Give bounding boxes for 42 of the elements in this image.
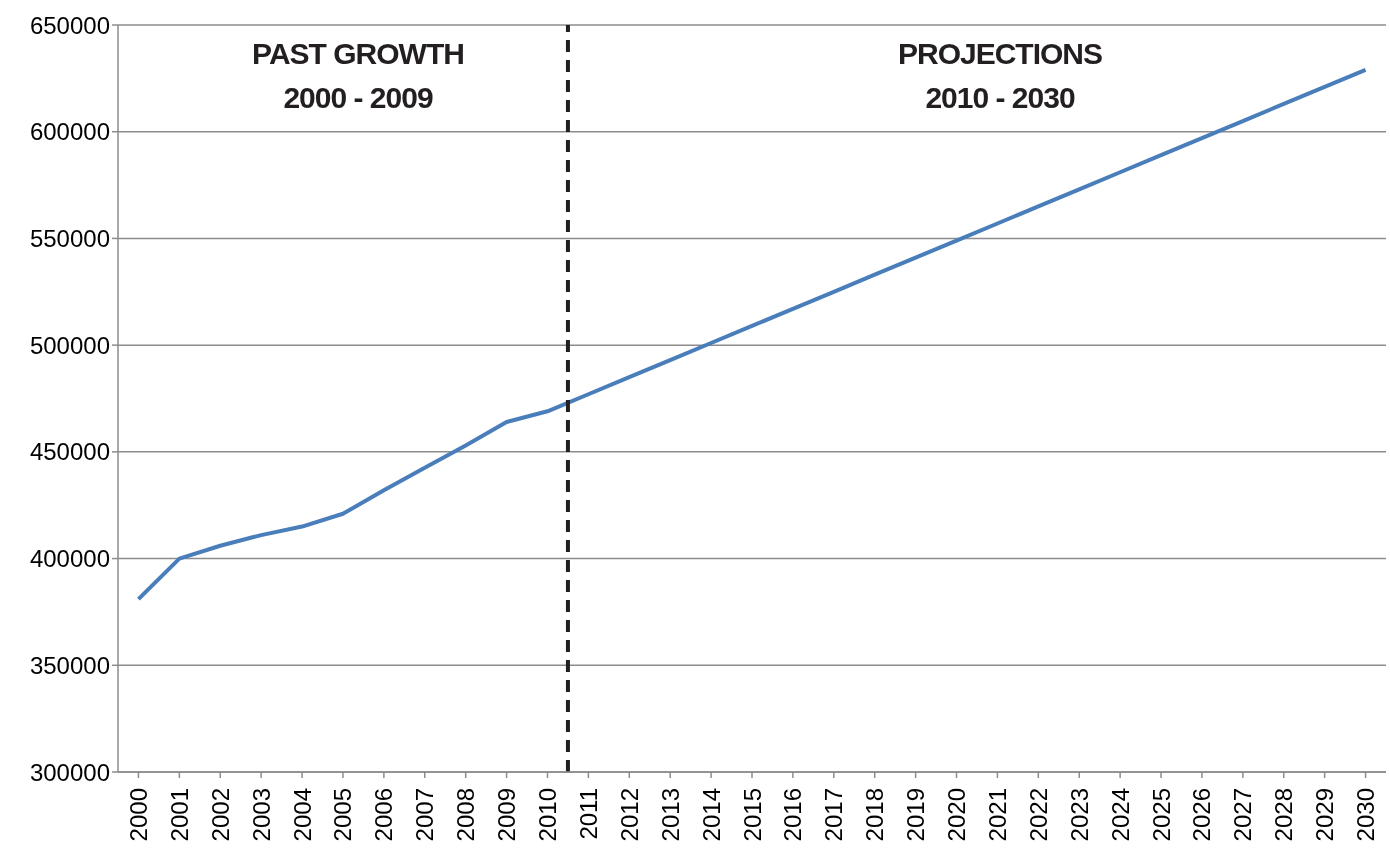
x-tick-label: 2014 bbox=[697, 788, 725, 842]
x-tick-label: 2016 bbox=[779, 788, 807, 842]
y-tick-label: 350000 bbox=[29, 651, 110, 679]
x-tick-label: 2026 bbox=[1188, 788, 1216, 842]
x-tick-label: 2005 bbox=[329, 788, 357, 842]
x-tick-label: 2006 bbox=[370, 788, 398, 842]
x-tick-label: 2008 bbox=[452, 788, 480, 842]
x-tick-label: 2002 bbox=[206, 788, 234, 842]
x-tick-label: 2000 bbox=[124, 788, 152, 842]
y-tick-label: 600000 bbox=[29, 118, 110, 146]
annotation: PROJECTIONS 2010 - 2030 bbox=[897, 36, 1103, 116]
x-tick-label: 2030 bbox=[1352, 788, 1380, 842]
x-tick-label: 2024 bbox=[1106, 788, 1134, 842]
y-tick-label: 500000 bbox=[29, 331, 110, 359]
x-tick-label: 2018 bbox=[861, 788, 889, 842]
x-tick-label: 2001 bbox=[165, 788, 193, 842]
x-tick-label: 2003 bbox=[247, 788, 275, 842]
x-tick-label: 2009 bbox=[493, 788, 521, 842]
y-tick-label: 550000 bbox=[29, 224, 110, 252]
annotation: PAST GROWTH 2000 - 2009 bbox=[252, 36, 464, 116]
x-tick-label: 2025 bbox=[1147, 788, 1175, 842]
x-tick-label: 2020 bbox=[943, 788, 971, 842]
x-tick-label: 2010 bbox=[533, 788, 561, 842]
y-tick-label: 650000 bbox=[29, 11, 110, 39]
x-tick-label: 2011 bbox=[574, 788, 602, 840]
line-series bbox=[136, 67, 1368, 602]
y-tick-label: 400000 bbox=[29, 545, 110, 573]
x-tick-label: 2019 bbox=[902, 788, 930, 842]
x-tick-label: 2013 bbox=[656, 788, 684, 842]
x-tick-label: 2017 bbox=[820, 788, 848, 842]
y-tick-label: 450000 bbox=[29, 438, 110, 466]
x-tick-label: 2028 bbox=[1270, 788, 1298, 842]
x-tick-label: 2022 bbox=[1024, 788, 1052, 842]
x-tick-label: 2012 bbox=[615, 788, 643, 842]
x-tick-label: 2015 bbox=[738, 788, 766, 842]
x-tick-label: 2029 bbox=[1311, 788, 1339, 842]
x-tick-label: 2021 bbox=[983, 788, 1011, 842]
x-tick-label: 2004 bbox=[288, 788, 316, 842]
x-tick-label: 2027 bbox=[1229, 788, 1257, 842]
x-tick-label: 2023 bbox=[1065, 788, 1093, 842]
y-tick-label: 300000 bbox=[29, 758, 110, 786]
x-tick-label: 2007 bbox=[411, 788, 439, 842]
